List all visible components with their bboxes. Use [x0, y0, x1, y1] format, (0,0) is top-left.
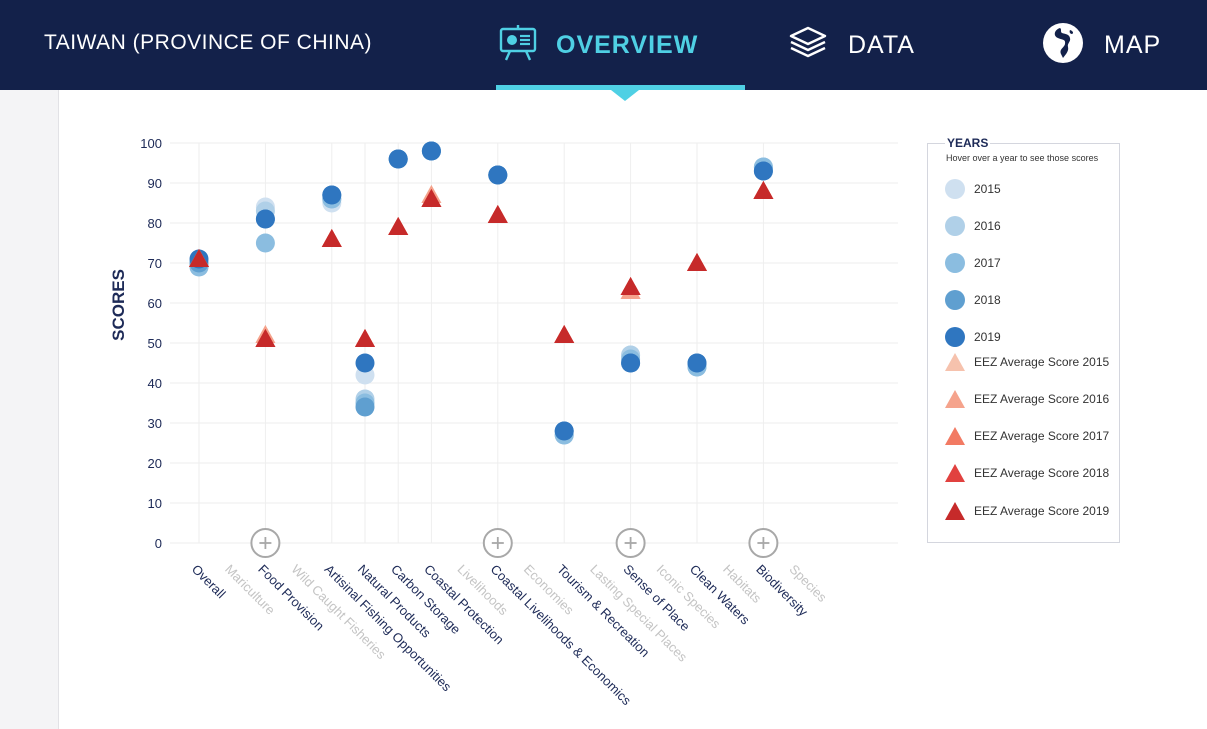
chart-grid — [170, 142, 898, 544]
y-tick-label: 80 — [148, 216, 162, 231]
legend-item-label: EEZ Average Score 2016 — [974, 392, 1110, 406]
top-navbar: TAIWAN (PROVINCE OF CHINA) OVERVIEW — [0, 0, 1207, 90]
legend-title: YEARS — [945, 136, 991, 150]
expand-plus-circle-icon[interactable] — [250, 528, 281, 558]
legend-item-label: 2016 — [974, 219, 1001, 233]
eez-score-triangle[interactable] — [487, 205, 508, 223]
years-legend: YEARS Hover over a year to see those sco… — [927, 136, 1120, 543]
legend-item[interactable]: EEZ Average Score 2017 — [944, 424, 1109, 448]
y-tick-label: 40 — [148, 376, 162, 391]
legend-hint: Hover over a year to see those scores — [946, 153, 1099, 163]
nav-overview-tab[interactable]: OVERVIEW — [498, 0, 744, 90]
globe-icon — [1042, 22, 1084, 69]
y-tick-label: 60 — [148, 296, 162, 311]
legend-item-label: EEZ Average Score 2017 — [974, 429, 1110, 443]
year-score-point[interactable] — [355, 397, 375, 417]
year-score-point[interactable] — [753, 161, 773, 181]
expand-plus-circle-icon[interactable] — [482, 528, 513, 558]
circle-marker-icon — [945, 327, 965, 347]
y-axis-label: SCORES — [109, 269, 128, 341]
y-tick-label: 70 — [148, 256, 162, 271]
eez-score-triangle[interactable] — [687, 253, 707, 271]
layers-icon — [788, 25, 828, 66]
active-tab-underline — [496, 85, 745, 90]
circle-marker-icon — [945, 179, 965, 199]
nav-data-tab[interactable]: DATA — [788, 0, 915, 90]
triangle-marker-icon — [945, 353, 965, 371]
legend-item-label: EEZ Average Score 2015 — [974, 355, 1110, 369]
legend-item[interactable]: EEZ Average Score 2016 — [944, 387, 1109, 411]
y-tick-label: 0 — [155, 536, 162, 551]
year-score-point[interactable] — [355, 353, 375, 373]
y-tick-label: 50 — [148, 336, 162, 351]
triangle-marker-icon — [945, 464, 965, 482]
circle-marker-icon — [945, 290, 965, 310]
nav-map-label: MAP — [1104, 30, 1162, 59]
left-sidebar — [0, 90, 59, 729]
expand-plus-circle-icon[interactable] — [615, 528, 646, 558]
eez-score-triangle[interactable] — [554, 325, 575, 343]
circle-marker-icon — [945, 216, 965, 236]
x-tick-label: Overall — [189, 562, 229, 602]
legend-item-label: 2015 — [974, 182, 1001, 196]
eez-score-triangle[interactable] — [388, 217, 409, 235]
legend-item-label: 2019 — [974, 330, 1001, 344]
eez-score-triangle[interactable] — [321, 229, 342, 247]
legend-item[interactable]: EEZ Average Score 2015 — [944, 350, 1109, 374]
expand-buttons — [250, 528, 779, 558]
legend-item-label: 2017 — [974, 256, 1001, 270]
legend-item[interactable]: EEZ Average Score 2019 — [944, 499, 1109, 523]
nav-data-label: DATA — [848, 30, 915, 59]
year-score-point[interactable] — [421, 141, 441, 161]
eez-score-triangle[interactable] — [189, 249, 209, 267]
circle-marker-icon — [945, 253, 965, 273]
year-score-point[interactable] — [322, 185, 342, 205]
year-score-point[interactable] — [621, 353, 641, 373]
legend-item-label: 2018 — [974, 293, 1001, 307]
year-score-point[interactable] — [554, 421, 574, 441]
eez-score-triangle[interactable] — [355, 329, 375, 347]
legend-item[interactable]: 2016 — [944, 214, 1001, 238]
y-axis-ticks: 0 10 20 30 40 50 60 70 80 90 100 — [140, 136, 162, 551]
legend-item[interactable]: 2017 — [944, 251, 1001, 275]
country-title: TAIWAN (PROVINCE OF CHINA) — [44, 31, 372, 54]
year-score-point[interactable] — [255, 209, 275, 229]
y-tick-label: 30 — [148, 416, 162, 431]
eez-score-triangle[interactable] — [620, 277, 641, 295]
y-tick-label: 20 — [148, 456, 162, 471]
legend-item[interactable]: 2015 — [944, 177, 1001, 201]
triangle-marker-icon — [945, 502, 965, 520]
y-tick-label: 90 — [148, 176, 162, 191]
nav-map-tab[interactable]: MAP — [1042, 0, 1161, 90]
chart-marks — [189, 141, 774, 445]
y-tick-label: 100 — [140, 136, 162, 151]
expand-plus-circle-icon[interactable] — [748, 528, 779, 558]
legend-item[interactable]: 2018 — [944, 288, 1001, 312]
eez-score-triangle[interactable] — [255, 329, 276, 347]
year-score-point[interactable] — [687, 353, 707, 373]
eez-score-triangle[interactable] — [753, 181, 774, 199]
nav-overview-label: OVERVIEW — [556, 30, 699, 59]
y-tick-label: 10 — [148, 496, 162, 511]
triangle-marker-icon — [945, 390, 965, 408]
legend-item-label: EEZ Average Score 2018 — [974, 466, 1110, 480]
eez-score-triangle[interactable] — [421, 189, 442, 207]
legend-item-label: EEZ Average Score 2019 — [974, 504, 1110, 518]
legend-item[interactable]: 2019 — [944, 325, 1001, 349]
year-score-point[interactable] — [388, 149, 408, 169]
year-score-point[interactable] — [488, 165, 508, 185]
legend-item[interactable]: EEZ Average Score 2018 — [944, 461, 1109, 485]
year-score-point[interactable] — [255, 233, 275, 253]
active-tab-pointer — [611, 90, 639, 101]
presentation-board-icon — [498, 24, 538, 66]
triangle-marker-icon — [945, 427, 965, 445]
